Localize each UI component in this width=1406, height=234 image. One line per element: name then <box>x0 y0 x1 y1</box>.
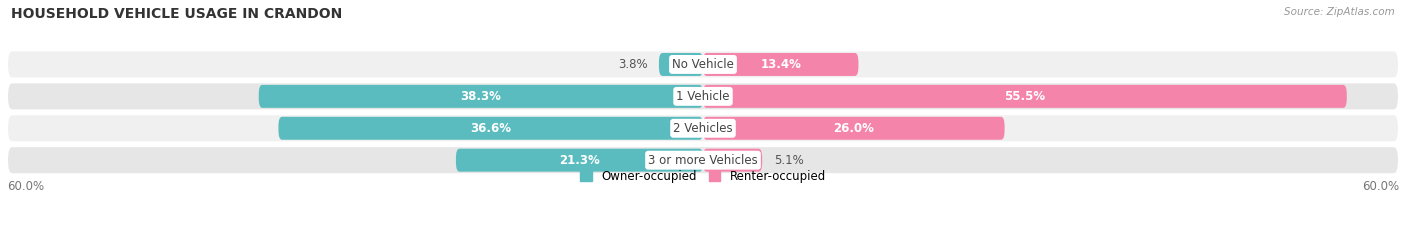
FancyBboxPatch shape <box>7 50 1399 78</box>
FancyBboxPatch shape <box>7 114 1399 142</box>
Text: 26.0%: 26.0% <box>834 122 875 135</box>
Text: 55.5%: 55.5% <box>1004 90 1046 103</box>
Text: 36.6%: 36.6% <box>470 122 512 135</box>
Text: 38.3%: 38.3% <box>460 90 502 103</box>
Text: 3 or more Vehicles: 3 or more Vehicles <box>648 154 758 167</box>
Text: 3.8%: 3.8% <box>617 58 647 71</box>
Text: 13.4%: 13.4% <box>761 58 801 71</box>
FancyBboxPatch shape <box>703 149 762 172</box>
FancyBboxPatch shape <box>703 53 859 76</box>
Text: 60.0%: 60.0% <box>1362 180 1399 193</box>
FancyBboxPatch shape <box>456 149 703 172</box>
FancyBboxPatch shape <box>659 53 703 76</box>
Text: 21.3%: 21.3% <box>560 154 600 167</box>
FancyBboxPatch shape <box>7 82 1399 110</box>
Text: Source: ZipAtlas.com: Source: ZipAtlas.com <box>1284 7 1395 17</box>
FancyBboxPatch shape <box>7 146 1399 174</box>
Text: No Vehicle: No Vehicle <box>672 58 734 71</box>
Legend: Owner-occupied, Renter-occupied: Owner-occupied, Renter-occupied <box>575 165 831 188</box>
FancyBboxPatch shape <box>703 85 1347 108</box>
Text: 2 Vehicles: 2 Vehicles <box>673 122 733 135</box>
FancyBboxPatch shape <box>259 85 703 108</box>
FancyBboxPatch shape <box>278 117 703 140</box>
Text: 5.1%: 5.1% <box>773 154 803 167</box>
Text: HOUSEHOLD VEHICLE USAGE IN CRANDON: HOUSEHOLD VEHICLE USAGE IN CRANDON <box>11 7 343 21</box>
FancyBboxPatch shape <box>703 117 1004 140</box>
Text: 1 Vehicle: 1 Vehicle <box>676 90 730 103</box>
Text: 60.0%: 60.0% <box>7 180 44 193</box>
